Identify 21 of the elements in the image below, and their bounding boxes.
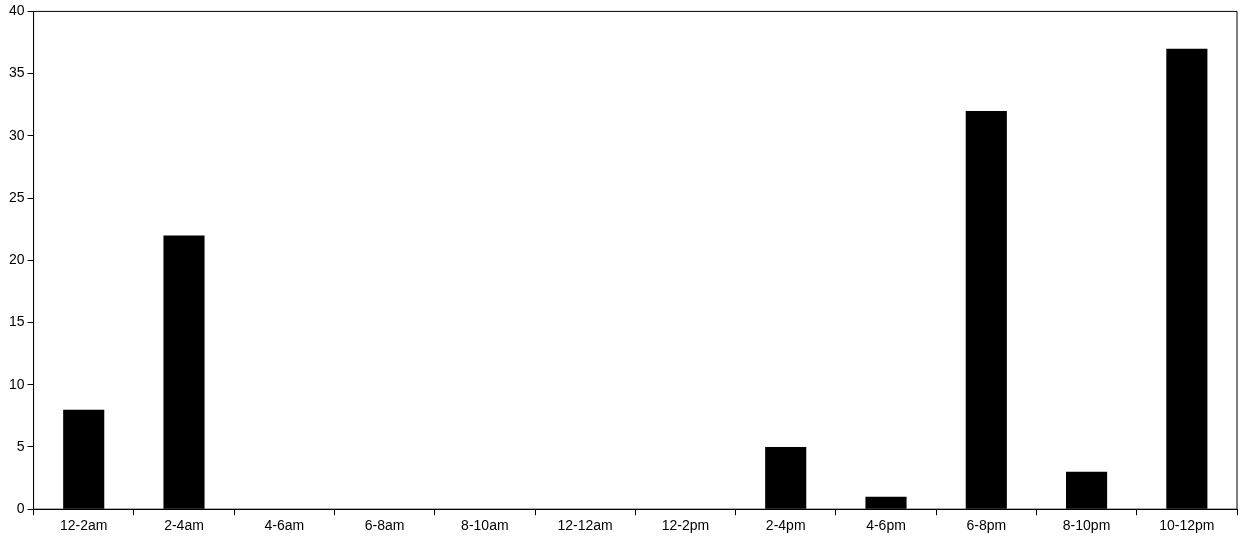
x-tick-label: 6-8am [364, 517, 405, 534]
x-tick-label: 2-4am [164, 517, 204, 534]
y-tick-label: 40 [8, 2, 25, 19]
y-tick-label: 20 [8, 251, 25, 268]
x-tick-label: 12-12am [557, 517, 613, 534]
y-tick-label: 0 [16, 500, 25, 517]
x-tick-label: 10-12pm [1159, 517, 1215, 534]
x-tick-label: 6-8pm [966, 517, 1007, 534]
y-tick-label: 5 [16, 437, 25, 454]
x-tick-label: 4-6am [264, 517, 305, 534]
y-tick-label: 35 [8, 64, 25, 81]
y-tick-label: 30 [8, 126, 25, 143]
x-tick-label: 4-6pm [866, 517, 906, 534]
x-tick-label: 12-2pm [661, 517, 710, 534]
y-tick-label: 25 [8, 188, 25, 205]
x-tick-label: 8-10pm [1062, 517, 1111, 534]
x-tick-label: 8-10am [461, 517, 509, 534]
y-tick-label: 15 [8, 313, 25, 330]
y-tick-label: 10 [8, 375, 25, 392]
x-tick-label: 2-4pm [765, 517, 806, 534]
x-tick-label: 12-2am [59, 517, 108, 534]
